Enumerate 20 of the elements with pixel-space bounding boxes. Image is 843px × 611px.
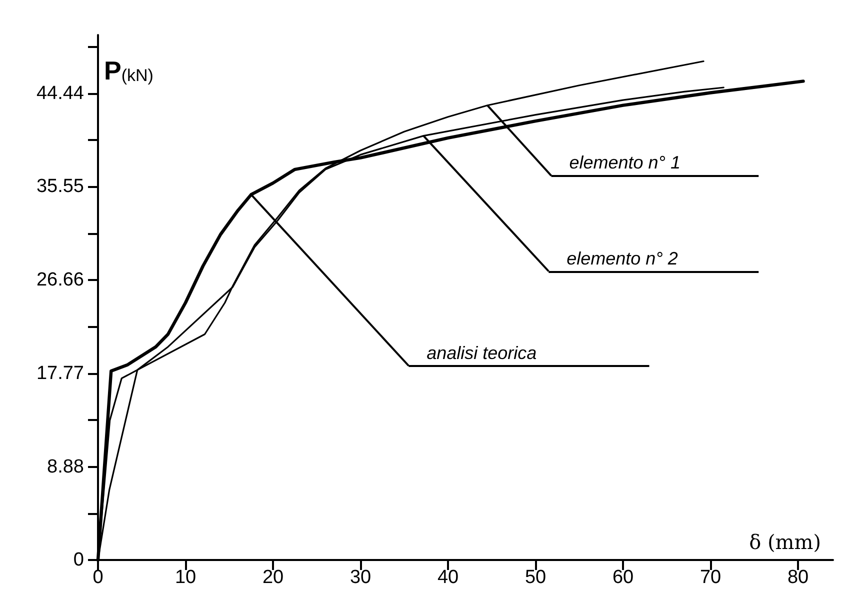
y-tick-label: 17.77: [36, 362, 84, 384]
y-tick-label: 26.66: [36, 270, 84, 291]
annotation: elemento n° 2: [566, 248, 678, 268]
y-tick-label: 0: [73, 550, 84, 570]
x-tick-label: 40: [437, 567, 459, 588]
x-tick-label: 80: [787, 567, 809, 588]
x-tick-label: 0: [92, 567, 104, 588]
annotation: elemento n° 1: [569, 152, 681, 173]
x-tick-label: 50: [524, 567, 546, 588]
y-axis-title: P(kN): [104, 56, 154, 86]
y-tick-label: 35.55: [36, 176, 84, 198]
annotation: analisi teorica: [426, 342, 537, 363]
x-tick-label: 70: [700, 567, 722, 588]
y-tick-label: 8.88: [47, 456, 84, 478]
x-axis-title: δ (mm): [749, 530, 821, 554]
x-tick-label: 20: [262, 567, 284, 588]
x-tick-label: 10: [174, 567, 196, 588]
y-tick-label: 44.44: [36, 82, 84, 104]
x-tick-label: 30: [350, 567, 372, 588]
x-tick-label: 60: [612, 567, 634, 588]
